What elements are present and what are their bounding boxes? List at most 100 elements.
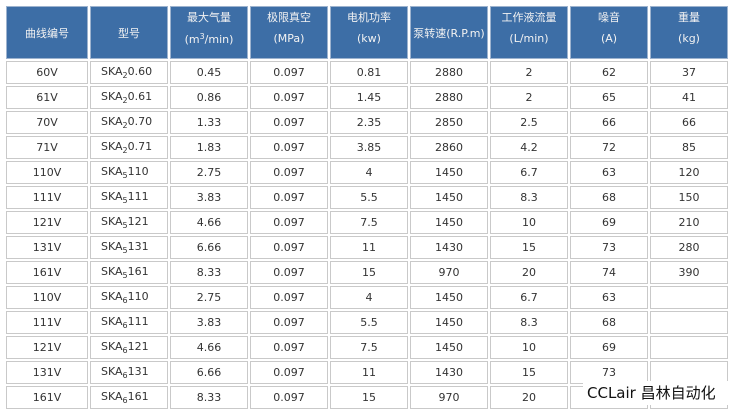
cell: 72 xyxy=(570,136,648,159)
cell: 11 xyxy=(330,236,408,259)
model-prefix: SKA xyxy=(101,340,123,353)
model-suffix: 121 xyxy=(127,215,149,228)
cell: 4 xyxy=(330,286,408,309)
cell: 6.7 xyxy=(490,286,568,309)
cell: 5.5 xyxy=(330,186,408,209)
header-label: 泵转速(R.P.m) xyxy=(413,26,485,40)
model-subscript: 6 xyxy=(122,346,128,355)
table-row: 131V SKA6131 6.66 0.097 11 1430 15 73 xyxy=(6,361,728,384)
model-suffix: 0.70 xyxy=(127,115,153,128)
model-suffix: 131 xyxy=(127,240,149,253)
header-label: 最大气量 xyxy=(187,11,231,24)
cell: 0.81 xyxy=(330,61,408,84)
cell: 121V xyxy=(6,211,88,234)
cell: 131V xyxy=(6,236,88,259)
table-body: 60V SKA20.60 0.45 0.097 0.81 2880 2 62 37 61V SKA2… xyxy=(6,61,728,409)
model-suffix: 0.71 xyxy=(127,140,153,153)
cell: 0.097 xyxy=(250,286,328,309)
model-cell: SKA20.71 xyxy=(90,136,168,159)
model-prefix: SKA xyxy=(101,290,123,303)
cell: 62 xyxy=(570,61,648,84)
model-subscript: 5 xyxy=(122,246,128,255)
model-suffix: 110 xyxy=(127,165,149,178)
model-prefix: SKA xyxy=(101,90,123,103)
model-cell: SKA5111 xyxy=(90,186,168,209)
empty-cell xyxy=(650,286,728,309)
cell: 120 xyxy=(650,161,728,184)
cell: 7.5 xyxy=(330,336,408,359)
cell: 970 xyxy=(410,261,488,284)
header-cell: 噪音 (A) xyxy=(570,6,648,59)
cell: 8.33 xyxy=(170,386,248,409)
cell: 66 xyxy=(570,111,648,134)
cell: 2.5 xyxy=(490,111,568,134)
cell: 68 xyxy=(570,311,648,334)
cell: 161V xyxy=(6,261,88,284)
cell: 61V xyxy=(6,86,88,109)
cell: 0.097 xyxy=(250,136,328,159)
cell: 0.097 xyxy=(250,61,328,84)
header-cell: 工作液流量 (L/min) xyxy=(490,6,568,59)
model-cell: SKA6111 xyxy=(90,311,168,334)
table-row: 131V SKA5131 6.66 0.097 11 1430 15 73 280 xyxy=(6,236,728,259)
model-cell: SKA20.60 xyxy=(90,61,168,84)
cell: 0.097 xyxy=(250,186,328,209)
header-label: 曲线编号 xyxy=(25,26,69,40)
unit-text: (kw) xyxy=(357,32,381,45)
cell: 4.66 xyxy=(170,336,248,359)
table-row: 161V SKA5161 8.33 0.097 15 970 20 74 390 xyxy=(6,261,728,284)
cell: 1430 xyxy=(410,236,488,259)
model-suffix: 131 xyxy=(127,365,149,378)
model-suffix: 161 xyxy=(127,265,149,278)
table-row: 60V SKA20.60 0.45 0.097 0.81 2880 2 62 37 xyxy=(6,61,728,84)
cell: 10 xyxy=(490,211,568,234)
cell: 73 xyxy=(570,236,648,259)
cell: 10 xyxy=(490,336,568,359)
model-prefix: SKA xyxy=(101,165,123,178)
cell: 4.2 xyxy=(490,136,568,159)
cell: 4 xyxy=(330,161,408,184)
watermark: CCLair 昌林自动化 xyxy=(583,381,751,405)
header-label: 工作液流量 xyxy=(501,11,557,24)
table-row: 71V SKA20.71 1.83 0.097 3.85 2860 4.2 72 85 xyxy=(6,136,728,159)
cell: 110V xyxy=(6,286,88,309)
cell: 2.35 xyxy=(330,111,408,134)
model-subscript: 5 xyxy=(122,171,128,180)
cell: 2 xyxy=(490,86,568,109)
cell: 121V xyxy=(6,336,88,359)
cell: 280 xyxy=(650,236,728,259)
cell: 0.097 xyxy=(250,236,328,259)
model-prefix: SKA xyxy=(101,240,123,253)
model-prefix: SKA xyxy=(101,140,123,153)
cell: 11 xyxy=(330,361,408,384)
unit-text: (A) xyxy=(600,32,618,45)
cell: 0.45 xyxy=(170,61,248,84)
cell: 8.3 xyxy=(490,311,568,334)
cell: 20 xyxy=(490,261,568,284)
cell: 63 xyxy=(570,161,648,184)
empty-cell xyxy=(650,336,728,359)
model-prefix: SKA xyxy=(101,215,123,228)
header-cell: 最大气量 (m3/min) xyxy=(170,6,248,59)
table-row: 111V SKA5111 3.83 0.097 5.5 1450 8.3 68 150 xyxy=(6,186,728,209)
cell: 2880 xyxy=(410,61,488,84)
cell: 71V xyxy=(6,136,88,159)
cell: 161V xyxy=(6,386,88,409)
unit-superscript: 3 xyxy=(199,32,205,41)
header-unit: (A) xyxy=(571,32,647,45)
cell: 20 xyxy=(490,386,568,409)
model-subscript: 5 xyxy=(122,271,128,280)
cell: 1450 xyxy=(410,311,488,334)
cell: 110V xyxy=(6,161,88,184)
model-subscript: 6 xyxy=(122,371,128,380)
cell: 37 xyxy=(650,61,728,84)
model-cell: SKA6110 xyxy=(90,286,168,309)
header-unit: (MPa) xyxy=(251,32,327,45)
empty-cell xyxy=(650,311,728,334)
model-prefix: SKA xyxy=(101,390,123,403)
cell: 8.3 xyxy=(490,186,568,209)
cell: 2860 xyxy=(410,136,488,159)
header-unit: (kg) xyxy=(651,32,727,45)
cell: 3.83 xyxy=(170,186,248,209)
cell: 0.097 xyxy=(250,86,328,109)
